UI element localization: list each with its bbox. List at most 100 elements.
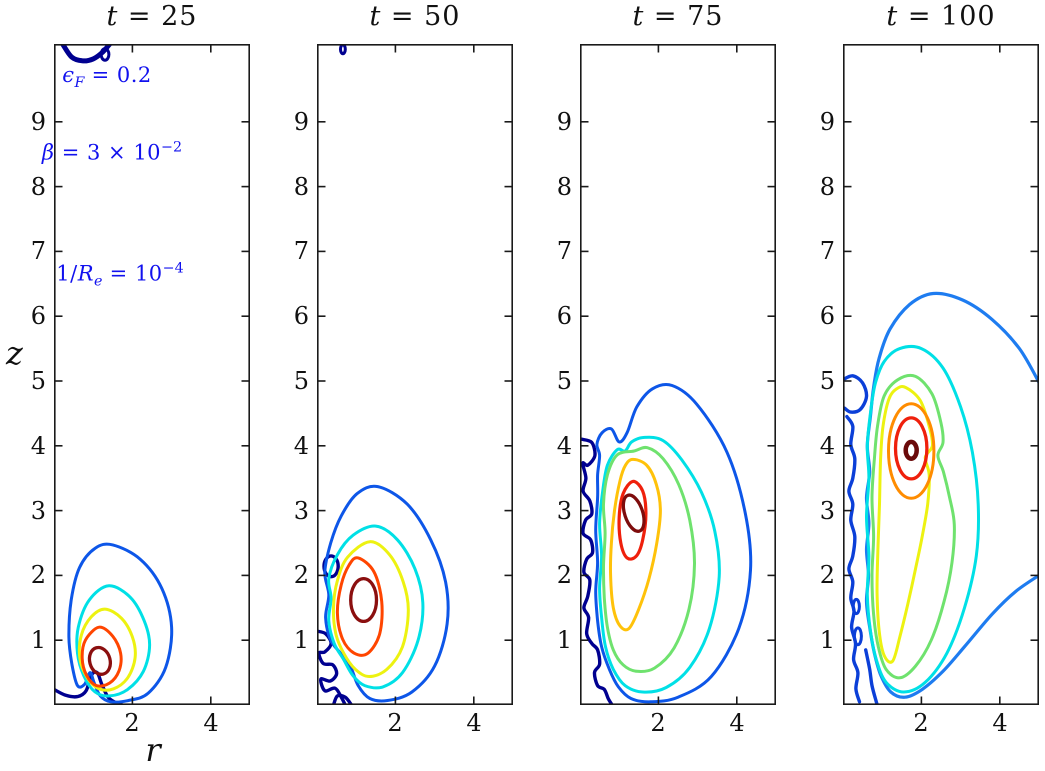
contour-line [67, 542, 174, 704]
contour-line [327, 524, 425, 690]
y-tick-label: 8 [556, 173, 572, 201]
panel-t50: t = 50 1 2 3 4 5 6 7 8 9 2 4 [294, 1, 513, 737]
y-tick-label: 8 [30, 173, 46, 201]
y-tick-label: 1 [293, 626, 309, 654]
y-tick-label: 3 [293, 497, 309, 525]
x-tick-label: 2 [124, 709, 140, 737]
contour-line [903, 439, 919, 461]
y-tick-label: 5 [30, 367, 46, 395]
contour-line [864, 345, 981, 694]
math-text-segment: t [886, 1, 899, 32]
math-text-segment: = 75 [644, 1, 724, 32]
contour-plot-t100 [843, 44, 1039, 705]
contour-line [843, 374, 869, 414]
math-text-segment: = 25 [118, 1, 198, 32]
y-tick-label: 5 [293, 367, 309, 395]
y-tick-label: 3 [819, 497, 835, 525]
math-text-segment: R [77, 261, 95, 286]
y-tick-label: 8 [819, 173, 835, 201]
y-tick-label: 9 [819, 108, 835, 136]
y-tick-label: 2 [293, 561, 309, 589]
contour-line [335, 556, 384, 657]
contour-line [87, 645, 113, 676]
panel-title: t = 50 [287, 1, 543, 32]
y-tick-label: 4 [819, 432, 835, 460]
contour-line [617, 479, 648, 561]
axes-frame [54, 44, 250, 705]
y-tick-label: 4 [30, 432, 46, 460]
contour-line [886, 402, 936, 500]
contour-line [77, 607, 137, 692]
contour-line [875, 385, 935, 664]
y-tick-label: 8 [293, 173, 309, 201]
y-tick-label: 6 [30, 302, 46, 330]
math-text-segment: F [74, 75, 85, 92]
contour-line [580, 437, 614, 705]
math-text-segment: t [106, 1, 119, 32]
panel-title: t = 25 [24, 1, 280, 32]
contour-line [870, 373, 956, 680]
contour-line [852, 626, 863, 647]
contour-line [317, 629, 347, 705]
y-tick-label: 6 [819, 302, 835, 330]
y-tick-label: 5 [819, 367, 835, 395]
contour-line [349, 576, 379, 624]
math-text-segment: = 50 [381, 1, 461, 32]
panel-t100: t = 100 1 2 3 4 5 6 7 8 9 2 4 [820, 1, 1039, 737]
panel-title: t = 100 [813, 1, 1045, 32]
math-text-segment: −4 [162, 260, 184, 277]
panel-title: t = 75 [550, 1, 806, 32]
y-tick-label: 1 [819, 626, 835, 654]
x-axis-label: r [145, 731, 161, 769]
axes-frame [580, 44, 776, 705]
contour-line [331, 540, 410, 679]
contour-line [608, 457, 662, 632]
contour-plot-t25 [54, 44, 250, 705]
y-tick-label: 3 [30, 497, 46, 525]
y-tick-label: 3 [556, 497, 572, 525]
contour-line [598, 435, 721, 694]
math-text-segment: = 3 × 10 [54, 140, 162, 165]
contour-line [594, 382, 753, 704]
x-tick-label: 2 [913, 709, 929, 737]
math-text-segment: = 0.2 [84, 62, 152, 87]
parameter-annotation: 1/Re = 10−4 [56, 260, 183, 289]
y-tick-label: 6 [556, 302, 572, 330]
y-tick-label: 7 [30, 237, 46, 265]
math-text-segment: β [41, 140, 55, 165]
contour-line [80, 625, 123, 688]
y-tick-label: 7 [293, 237, 309, 265]
y-tick-label: 5 [556, 367, 572, 395]
contour-line [851, 597, 861, 616]
y-tick-label: 1 [30, 626, 46, 654]
y-tick-label: 4 [556, 432, 572, 460]
parameter-annotation: β = 3 × 10−2 [42, 140, 182, 165]
x-tick-label: 4 [466, 709, 482, 737]
x-tick-label: 4 [992, 709, 1008, 737]
x-tick-label: 4 [203, 709, 219, 737]
math-text-segment: = 10 [102, 261, 163, 286]
math-text-segment: 1/ [56, 261, 78, 286]
contour-line [893, 416, 929, 481]
math-text-segment: −2 [161, 139, 183, 156]
contour-line [60, 44, 113, 64]
y-tick-label: 1 [556, 626, 572, 654]
math-text-segment: = 100 [898, 1, 996, 32]
contour-plot-t75 [580, 44, 776, 705]
y-tick-label: 9 [556, 108, 572, 136]
y-tick-label: 2 [30, 561, 46, 589]
math-text-segment: ϵ [62, 62, 75, 87]
contour-line [99, 47, 111, 62]
y-axis-label: z [6, 334, 23, 372]
contour-line [75, 584, 152, 698]
contour-line [601, 445, 697, 674]
y-tick-label: 9 [293, 108, 309, 136]
x-tick-label: 2 [387, 709, 403, 737]
parameter-annotation: ϵF = 0.2 [62, 63, 152, 91]
y-tick-label: 4 [293, 432, 309, 460]
contour-line [339, 44, 347, 56]
contour-line [331, 693, 354, 705]
y-tick-label: 9 [30, 108, 46, 136]
x-tick-label: 4 [729, 709, 745, 737]
